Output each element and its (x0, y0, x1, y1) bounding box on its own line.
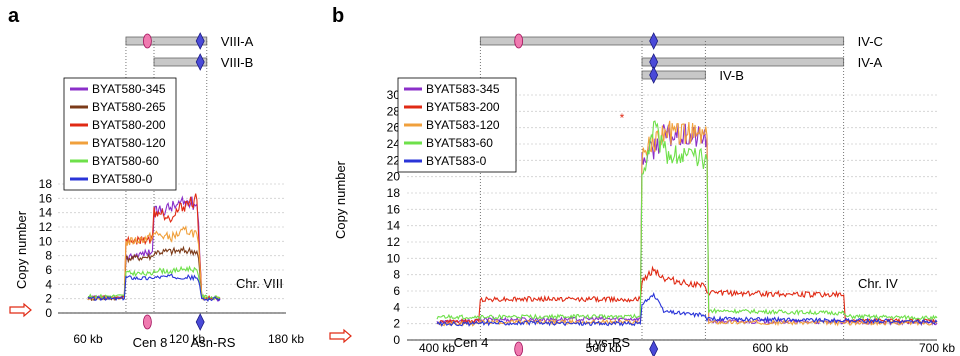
y-tick-label: 24 (387, 137, 401, 151)
gene-marker-icon (649, 32, 659, 50)
y-tick-label: 2 (393, 317, 400, 331)
series-line (436, 120, 938, 322)
x-tick-label: 500 kb (586, 341, 622, 355)
panel-a-ylabel: Copy number (14, 210, 29, 289)
y-tick-label: 10 (39, 234, 53, 248)
legend-entry: BYAT583-120 (426, 118, 500, 132)
gene-marker-icon (649, 340, 659, 356)
legend-entry: BYAT583-345 (426, 82, 500, 96)
legend-entry: BYAT580-265 (92, 100, 166, 114)
y-tick-label: 8 (393, 268, 400, 282)
centromere-icon (142, 314, 152, 330)
region-bar (479, 36, 845, 46)
region-bar-label: VIII-B (221, 55, 254, 70)
panel-b-series (436, 120, 938, 327)
y-tick-label: 14 (387, 219, 401, 233)
gene-marker-icon (195, 53, 205, 71)
region-bar-label: IV-C (858, 34, 883, 49)
panel-a-gene-label: Asn-RS (191, 335, 236, 350)
x-tick-label: 180 kb (268, 332, 304, 346)
gene-marker-icon (195, 313, 205, 331)
x-tick-label: 400 kb (419, 341, 455, 355)
panel-b-gene-label: Lys-RS (588, 335, 630, 350)
legend-entry: BYAT580-200 (92, 118, 166, 132)
baseline-arrow-icon (9, 302, 32, 318)
legend-entry: BYAT580-60 (92, 154, 159, 168)
centromere-icon (514, 341, 524, 356)
series-line (436, 265, 938, 325)
y-tick-label: 6 (393, 284, 400, 298)
y-tick-label: 28 (387, 104, 401, 118)
panel-a-label: a (8, 5, 20, 27)
x-tick-label: 600 kb (752, 341, 788, 355)
centromere-icon (514, 33, 524, 49)
y-tick-label: 14 (39, 206, 53, 220)
centromere-icon (142, 33, 152, 49)
gene-marker-icon (649, 66, 659, 84)
panel-a-centromere-label: Cen 8 (133, 335, 168, 350)
x-tick-label: 60 kb (73, 332, 103, 346)
x-tick-label: 700 kb (919, 341, 955, 355)
y-tick-label: 30 (387, 88, 401, 102)
legend-entry: BYAT583-0 (426, 154, 487, 168)
y-tick-label: 4 (393, 300, 400, 314)
legend-entry: BYAT580-345 (92, 82, 166, 96)
y-tick-label: 0 (393, 333, 400, 347)
y-tick-label: 10 (387, 251, 401, 265)
region-bar-label: VIII-A (221, 34, 254, 49)
region-bar (641, 57, 845, 67)
y-tick-label: 16 (39, 191, 53, 205)
y-tick-label: 22 (387, 153, 401, 167)
legend-entry: BYAT580-120 (92, 136, 166, 150)
y-tick-label: 20 (387, 170, 401, 184)
y-tick-label: 6 (45, 263, 52, 277)
gene-marker-icon (195, 32, 205, 50)
y-tick-label: 4 (45, 277, 52, 291)
y-tick-label: 12 (387, 235, 401, 249)
panel-b-ylabel: Copy number (333, 160, 348, 239)
y-tick-label: 0 (45, 306, 52, 320)
panel-b-asterisk-annotation: * (620, 111, 625, 125)
panel-a-series (87, 193, 221, 303)
panel-a-legend: BYAT580-345 BYAT580-265 BYAT580-200 BYAT580… (63, 77, 177, 191)
panel-b-label: b (332, 5, 344, 27)
y-tick-label: 8 (45, 249, 52, 263)
panel-a-region-bars: VIII-A VIII-B (125, 32, 254, 331)
x-tick-label: 120 kb (169, 332, 205, 346)
panel-b-legend: BYAT583-345 BYAT583-200 BYAT583-120 BYAT583… (397, 77, 517, 173)
panel-a-chromosome-label: Chr. VIII (236, 276, 283, 291)
legend-entry: BYAT580-0 (92, 172, 153, 186)
series-line (87, 265, 221, 301)
y-tick-label: 12 (39, 220, 53, 234)
region-bar (125, 36, 208, 46)
legend-entry: BYAT583-200 (426, 100, 500, 114)
y-tick-label: 2 (45, 292, 52, 306)
series-line (87, 273, 221, 303)
region-bar-label: IV-B (719, 68, 744, 83)
y-tick-label: 18 (387, 186, 401, 200)
y-tick-label: 16 (387, 202, 401, 216)
region-bar-label: IV-A (858, 55, 883, 70)
panel-b-chromosome-label: Chr. IV (858, 276, 898, 291)
panel-b: b Copy number Chr. IV Cen 4 Lys-RS * IV-… (329, 5, 955, 356)
y-tick-label: 26 (387, 121, 401, 135)
panel-b-centromere-label: Cen 4 (454, 335, 489, 350)
y-tick-label: 18 (39, 177, 53, 191)
legend-box (63, 77, 177, 191)
panel-a: a Copy number Chr. VIII Cen 8 Asn-RS VII… (8, 5, 304, 350)
baseline-arrow-icon (329, 328, 352, 344)
series-line (436, 292, 938, 327)
legend-entry: BYAT583-60 (426, 136, 493, 150)
